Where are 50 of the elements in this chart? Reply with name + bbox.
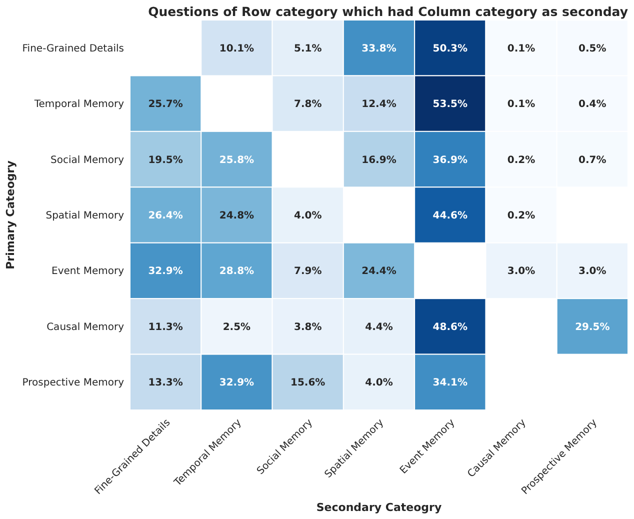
data-label: 29.5% — [575, 322, 610, 333]
data-label: 50.3% — [432, 43, 468, 54]
y-tick-label: Event Memory — [52, 266, 124, 278]
x-axis-title: Secondary Cateogry — [316, 501, 442, 514]
y-tick-label: Social Memory — [50, 154, 124, 166]
data-label: 0.7% — [578, 154, 606, 166]
y-tick-label: Fine-Grained Details — [22, 43, 124, 54]
data-label: 19.5% — [148, 154, 183, 166]
y-axis-title: Primary Cateogry — [4, 160, 17, 270]
data-label: 32.9% — [219, 378, 254, 389]
data-label: 44.6% — [432, 210, 468, 222]
data-label: 0.5% — [578, 43, 606, 54]
data-label: 7.9% — [294, 266, 322, 278]
data-label: 4.0% — [365, 378, 393, 389]
chart-title: Questions of Row category which had Column category as seconday — [148, 4, 628, 19]
data-label: 3.8% — [294, 322, 322, 333]
data-label: 28.8% — [219, 266, 254, 278]
data-label: 0.1% — [507, 99, 536, 110]
y-tick-label: Spatial Memory — [46, 210, 124, 222]
data-label: 4.4% — [365, 322, 393, 333]
data-label: 26.4% — [148, 210, 183, 222]
data-label: 24.8% — [219, 210, 254, 222]
y-tick-label: Causal Memory — [46, 322, 124, 333]
data-label: 24.4% — [362, 266, 396, 278]
data-label: 32.9% — [148, 266, 183, 278]
data-label: 5.1% — [294, 43, 322, 54]
data-label: 3.0% — [507, 266, 536, 278]
data-label: 4.0% — [294, 210, 322, 222]
data-label: 34.1% — [432, 378, 468, 389]
data-label: 3.0% — [578, 266, 606, 278]
data-label: 33.8% — [362, 43, 396, 54]
data-label: 12.4% — [362, 99, 396, 110]
data-label: 25.8% — [219, 154, 254, 166]
data-label: 36.9% — [432, 154, 468, 166]
data-label: 0.2% — [507, 210, 536, 222]
data-label: 13.3% — [148, 378, 183, 389]
data-label: 0.1% — [507, 43, 536, 54]
data-label: 7.8% — [294, 99, 322, 110]
data-label: 11.3% — [148, 322, 183, 333]
data-label: 25.7% — [148, 99, 183, 110]
data-label: 0.2% — [507, 154, 536, 166]
y-tick-label: Prospective Memory — [22, 378, 124, 389]
data-label: 15.6% — [290, 378, 326, 389]
data-label: 10.1% — [219, 43, 254, 54]
data-label: 48.6% — [432, 322, 468, 333]
data-label: 16.9% — [362, 154, 396, 166]
data-label: 0.4% — [578, 99, 606, 110]
data-label: 53.5% — [432, 99, 468, 110]
data-label: 2.5% — [222, 322, 251, 333]
y-tick-label: Temporal Memory — [33, 99, 124, 110]
